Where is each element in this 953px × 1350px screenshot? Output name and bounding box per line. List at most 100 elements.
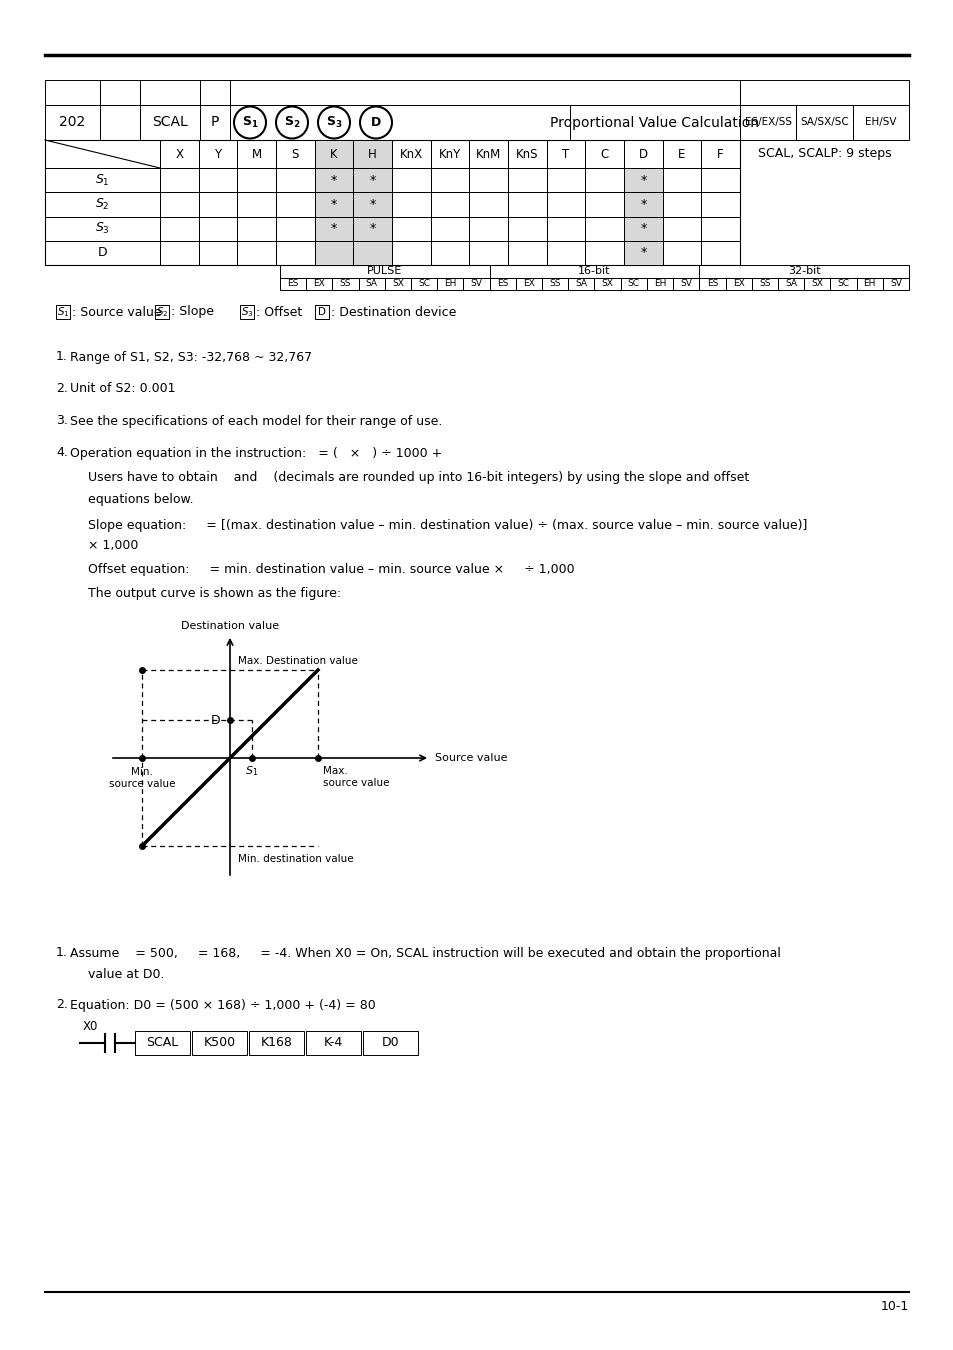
Text: S: S xyxy=(292,147,298,161)
Bar xyxy=(392,240,430,265)
Text: × 1,000: × 1,000 xyxy=(88,539,138,552)
Bar xyxy=(275,216,314,240)
Bar xyxy=(353,192,392,216)
Bar xyxy=(699,265,908,278)
Bar xyxy=(856,278,882,290)
Bar xyxy=(353,140,392,167)
Text: SC: SC xyxy=(627,279,639,289)
Bar xyxy=(280,265,489,278)
Bar xyxy=(384,278,411,290)
Text: $S_1$: $S_1$ xyxy=(95,173,110,188)
Bar xyxy=(411,278,436,290)
Text: Proportional Value Calculation: Proportional Value Calculation xyxy=(550,116,759,130)
Text: D0: D0 xyxy=(381,1037,399,1049)
Text: C: C xyxy=(599,147,608,161)
Bar xyxy=(314,140,353,167)
Bar xyxy=(392,192,430,216)
Bar xyxy=(751,278,777,290)
Text: D: D xyxy=(211,714,220,726)
Text: value at D0.: value at D0. xyxy=(88,968,164,981)
Bar xyxy=(314,216,353,240)
Bar xyxy=(45,140,160,167)
Bar xyxy=(585,167,623,192)
Text: SC: SC xyxy=(417,279,430,289)
Bar xyxy=(699,278,725,290)
Text: D: D xyxy=(639,147,647,161)
Text: EH: EH xyxy=(444,279,456,289)
Bar xyxy=(700,167,740,192)
Bar xyxy=(160,140,198,167)
Text: $S_3$: $S_3$ xyxy=(240,305,253,319)
Bar xyxy=(45,140,740,265)
Bar xyxy=(392,216,430,240)
Text: T: T xyxy=(561,147,569,161)
Bar xyxy=(469,216,507,240)
Bar xyxy=(240,305,253,319)
Bar xyxy=(140,105,200,140)
Text: ES: ES xyxy=(706,279,718,289)
Bar xyxy=(100,105,140,140)
Bar xyxy=(507,192,546,216)
Text: SA: SA xyxy=(365,279,377,289)
Text: $\mathbf{S_3}$: $\mathbf{S_3}$ xyxy=(325,115,342,130)
Text: SA/SX/SC: SA/SX/SC xyxy=(800,117,848,127)
Bar xyxy=(306,278,332,290)
Text: KnX: KnX xyxy=(399,147,422,161)
Text: 2.: 2. xyxy=(56,382,68,396)
Bar xyxy=(314,167,353,192)
Bar xyxy=(673,278,699,290)
Bar xyxy=(430,167,469,192)
Text: Equation: D0 = (500 × 168) ÷ 1,000 + (-4) = 80: Equation: D0 = (500 × 168) ÷ 1,000 + (-4… xyxy=(70,999,375,1011)
Text: EX: EX xyxy=(522,279,535,289)
Text: ES/EX/SS: ES/EX/SS xyxy=(744,117,791,127)
Bar xyxy=(430,216,469,240)
Text: *: * xyxy=(639,174,646,186)
Bar xyxy=(469,192,507,216)
Text: 2.: 2. xyxy=(56,999,68,1011)
Text: SX: SX xyxy=(810,279,822,289)
Bar xyxy=(662,240,700,265)
Text: SV: SV xyxy=(470,279,482,289)
Bar xyxy=(507,240,546,265)
Bar xyxy=(489,278,516,290)
Bar xyxy=(516,278,541,290)
Bar xyxy=(541,278,568,290)
Text: : Slope: : Slope xyxy=(171,305,213,319)
Text: K168: K168 xyxy=(260,1037,293,1049)
Bar xyxy=(662,192,700,216)
Bar xyxy=(623,192,662,216)
Bar xyxy=(198,167,237,192)
Bar xyxy=(623,167,662,192)
Text: source value: source value xyxy=(109,779,175,788)
Text: Min. destination value: Min. destination value xyxy=(237,855,354,864)
Text: equations below.: equations below. xyxy=(88,493,193,505)
Bar xyxy=(353,240,392,265)
Bar xyxy=(725,278,751,290)
Bar xyxy=(700,240,740,265)
Text: $S_2$: $S_2$ xyxy=(95,197,110,212)
Text: : Offset: : Offset xyxy=(255,305,302,319)
Bar xyxy=(585,140,623,167)
Bar xyxy=(230,80,740,105)
Text: ES: ES xyxy=(497,279,508,289)
Bar xyxy=(237,140,275,167)
Text: 10-1: 10-1 xyxy=(880,1300,908,1312)
Text: D: D xyxy=(317,306,326,317)
Bar xyxy=(275,140,314,167)
Text: M: M xyxy=(252,147,261,161)
Bar xyxy=(275,167,314,192)
Text: source value: source value xyxy=(323,778,389,788)
Text: Unit of S2: 0.001: Unit of S2: 0.001 xyxy=(70,382,175,396)
Bar xyxy=(237,240,275,265)
Text: SX: SX xyxy=(601,279,613,289)
Text: SA: SA xyxy=(784,279,796,289)
Text: Destination value: Destination value xyxy=(181,621,279,630)
Text: Min.: Min. xyxy=(131,767,152,778)
Bar xyxy=(430,192,469,216)
Bar xyxy=(392,140,430,167)
Text: SX: SX xyxy=(392,279,403,289)
Text: Range of S1, S2, S3: -32,768 ~ 32,767: Range of S1, S2, S3: -32,768 ~ 32,767 xyxy=(70,351,312,363)
Bar xyxy=(200,105,230,140)
Bar xyxy=(45,80,100,105)
Bar xyxy=(623,240,662,265)
